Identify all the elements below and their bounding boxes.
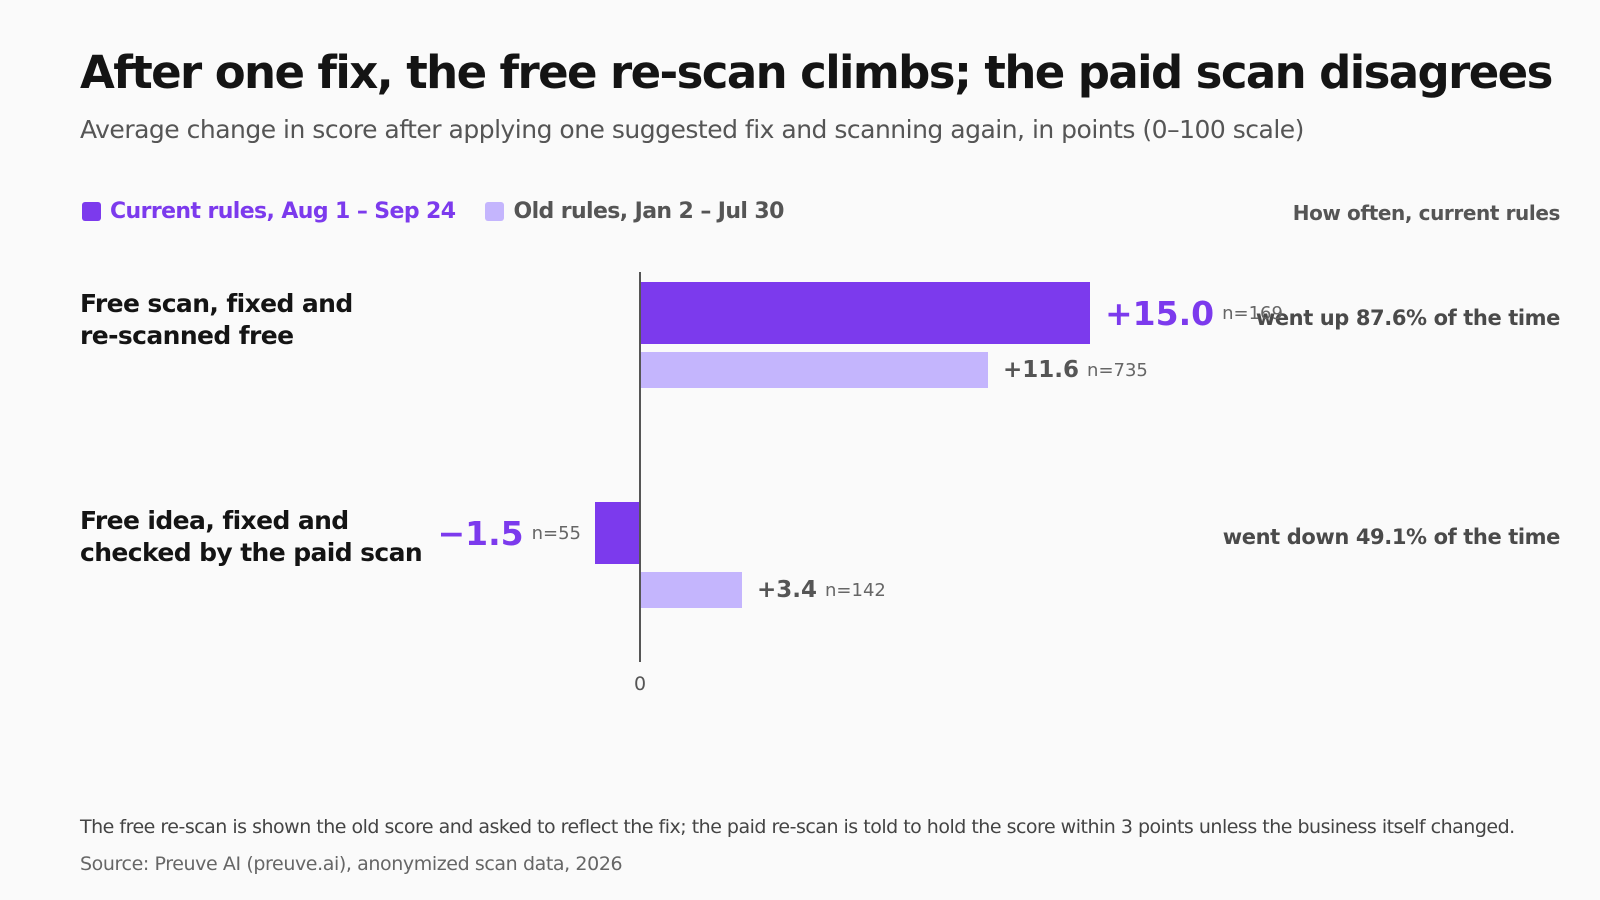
frequency-header: How often, current rules [1292, 201, 1561, 225]
bar-current-2 [595, 502, 640, 564]
source-note: Source: Preuve AI (preuve.ai), anonymize… [80, 853, 623, 875]
legend-item-current: Current rules, Aug 1 – Sep 24 [82, 199, 456, 224]
n-label: n=55 [532, 523, 581, 544]
bar-old-1 [640, 352, 988, 388]
frequency-paid-check: went down 49.1% of the time [1222, 525, 1561, 549]
row-label-line: re-scanned free [80, 321, 294, 350]
n-label: n=142 [825, 580, 886, 601]
n-label: n=169 [1222, 303, 1283, 324]
row-label-paid-check: Free idea, fixed and checked by the paid… [80, 505, 423, 569]
bar-current-1 [640, 282, 1090, 344]
row-label-free-rescan: Free scan, fixed and re-scanned free [80, 288, 353, 352]
legend-label-current: Current rules, Aug 1 – Sep 24 [110, 199, 456, 224]
n-label: n=735 [1087, 360, 1148, 381]
legend-swatch-old [485, 202, 505, 221]
zero-tick-label: 0 [634, 673, 646, 695]
value-label-current-1: +15.0 n=169 [1105, 294, 1283, 333]
value-label-old-2: +3.4 n=142 [757, 577, 886, 603]
legend-item-old: Old rules, Jan 2 – Jul 30 [485, 199, 784, 224]
value-label-old-1: +11.6 n=735 [1003, 357, 1148, 383]
chart-subtitle: Average change in score after applying o… [80, 115, 1304, 144]
chart-title: After one fix, the free re-scan climbs; … [80, 46, 1553, 99]
value-text: +15.0 [1105, 294, 1214, 333]
legend-label-old: Old rules, Jan 2 – Jul 30 [513, 199, 784, 224]
value-text: +3.4 [757, 577, 817, 603]
footnote: The free re-scan is shown the old score … [80, 816, 1515, 838]
value-text: +11.6 [1003, 357, 1079, 383]
row-label-line: Free scan, fixed and [80, 289, 353, 318]
row-label-line: Free idea, fixed and [80, 506, 349, 535]
frequency-free-rescan: went up 87.6% of the time [1255, 306, 1561, 330]
legend-swatch-current [82, 202, 101, 221]
bar-old-2 [640, 572, 742, 608]
value-text: −1.5 [437, 514, 523, 553]
legend: Current rules, Aug 1 – Sep 24 Old rules,… [82, 199, 814, 224]
value-label-current-2: −1.5 n=55 [437, 514, 581, 553]
row-label-line: checked by the paid scan [80, 538, 423, 567]
